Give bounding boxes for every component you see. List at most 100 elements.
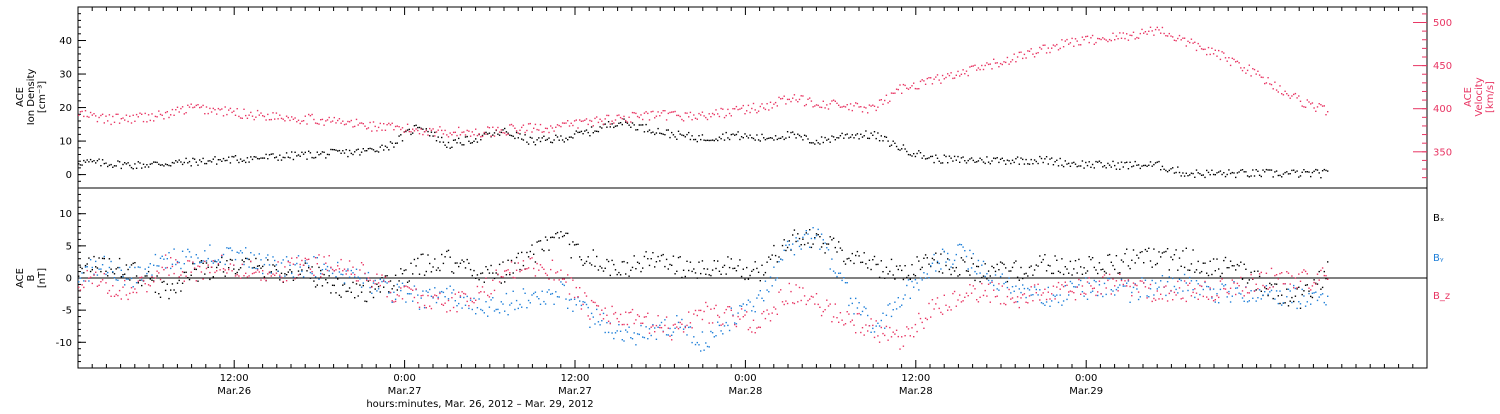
bx-series-point (1016, 276, 1019, 278)
bz-series-point (1195, 292, 1198, 294)
bz-series-point (749, 326, 751, 329)
bx-series-point (776, 261, 778, 263)
density-series-point (642, 124, 644, 126)
bz-series-point (631, 308, 634, 311)
velocity-series-point (265, 119, 267, 121)
velocity-series-point (396, 125, 398, 127)
density-series-point (406, 129, 409, 131)
by-series-point (636, 333, 639, 335)
bx-series-point (439, 269, 441, 272)
velocity-series-point (664, 110, 666, 112)
bz-series-point (652, 325, 654, 327)
bz-series-point (107, 292, 109, 294)
velocity-series-point (144, 112, 146, 115)
bz-series-point (442, 304, 445, 306)
bx-series-point (795, 240, 797, 243)
velocity-series-point (118, 122, 121, 124)
by-series-point (987, 279, 990, 282)
bz-series-point (1214, 299, 1216, 301)
bx-series-point (388, 291, 390, 293)
by-series-point (543, 300, 545, 303)
by-series-point (239, 250, 242, 252)
density-series-point (756, 134, 758, 136)
bz-series-point (1076, 286, 1078, 288)
bz-series-point (139, 276, 141, 279)
bz-series-point (1316, 273, 1319, 275)
velocity-series-point (313, 118, 315, 121)
bx-series-point (495, 272, 497, 274)
velocity-series-point (885, 94, 888, 96)
bx-series-point (754, 261, 756, 263)
density-series-point (451, 146, 453, 148)
velocity-series-point (1042, 44, 1044, 46)
bz-series-point (1057, 281, 1060, 284)
bx-series-point (98, 257, 100, 259)
by-series-point (705, 342, 707, 344)
bz-series-point (495, 269, 497, 271)
by-series-point (122, 275, 124, 278)
bz-series-point (362, 264, 364, 266)
density-series-point (539, 140, 542, 143)
velocity-series-point (389, 124, 392, 126)
by-series-point (788, 244, 790, 246)
bx-series-point (660, 254, 663, 257)
bx-series-point (882, 271, 884, 273)
bz-series-point (185, 275, 187, 277)
velocity-series-point (1001, 63, 1003, 66)
bz-series-point (88, 277, 90, 279)
by-series-point (790, 248, 792, 251)
density-series-point (654, 133, 656, 136)
density-series-point (803, 134, 806, 136)
by-series-point (725, 321, 727, 324)
density-series-point (1139, 167, 1141, 170)
by-series-point (1131, 291, 1133, 294)
density-series-point (867, 137, 869, 139)
bx-series-point (498, 263, 501, 266)
velocity-series-point (512, 125, 514, 127)
bz-series-point (243, 275, 245, 277)
velocity-series-point (105, 115, 107, 117)
velocity-series-point (964, 73, 966, 75)
density-series-point (112, 166, 114, 168)
density-series-point (337, 150, 339, 152)
bx-series-point (1228, 267, 1230, 269)
density-series-point (1243, 171, 1245, 173)
by-series-point (991, 279, 993, 282)
by-series-point (907, 279, 910, 281)
bx-series-point (527, 256, 530, 258)
by-series-point (1146, 295, 1148, 297)
by-series-point (781, 259, 784, 261)
density-series-point (1122, 166, 1124, 168)
velocity-series-point (596, 116, 598, 118)
velocity-series-point (633, 112, 635, 114)
by-series-point (1144, 279, 1147, 281)
by-series-point (1298, 301, 1300, 303)
bx-series-point (570, 257, 572, 259)
velocity-series-point (217, 107, 220, 110)
bx-series-point (921, 266, 923, 269)
bx-series-point (987, 270, 990, 272)
bx-series-point (936, 262, 939, 264)
by-series-point (798, 245, 801, 248)
bx-series-point (469, 268, 472, 271)
bz-series-point (573, 296, 576, 299)
density-series-point (643, 131, 646, 133)
bx-series-point (396, 289, 398, 291)
by-series-point (149, 263, 151, 265)
density-series-point (384, 145, 387, 147)
bx-series-point (425, 270, 427, 273)
bx-series-point (345, 290, 347, 293)
velocity-series-point (1120, 37, 1123, 39)
density-series-point (538, 137, 540, 139)
by-series-point (357, 276, 359, 278)
bz-series-point (314, 257, 317, 259)
by-series-point (1044, 304, 1046, 306)
by-series-point (313, 256, 315, 258)
bz-series-point (255, 271, 257, 273)
bz-series-point (333, 270, 335, 272)
velocity-series-point (720, 107, 722, 110)
density-series-point (124, 162, 126, 164)
bz-series-point (120, 298, 122, 300)
bz-series-point (533, 267, 535, 270)
velocity-series-point (1265, 82, 1268, 84)
